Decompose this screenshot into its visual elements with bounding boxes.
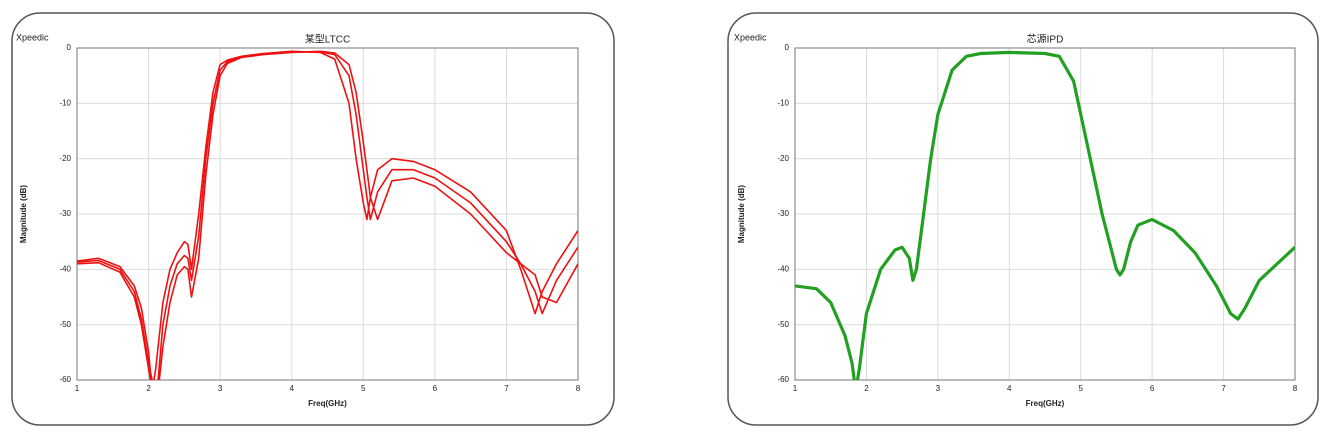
- y-tick-label: -20: [59, 154, 71, 163]
- y-tick-label: -60: [777, 375, 789, 384]
- x-tick-label: 5: [361, 384, 366, 393]
- y-axis-label: Magnitude (dB): [19, 185, 28, 244]
- x-tick-label: 6: [433, 384, 438, 393]
- panel: [11, 12, 615, 426]
- x-tick-label: 7: [504, 384, 509, 393]
- x-axis-label: Freq(GHz): [1026, 399, 1065, 408]
- x-axis-label: Freq(GHz): [308, 399, 347, 408]
- x-tick-label: 4: [1007, 384, 1012, 393]
- y-tick-label: 0: [67, 43, 72, 52]
- y-tick-label: -10: [777, 98, 789, 107]
- y-tick-label: -30: [59, 209, 71, 218]
- y-tick-label: -50: [59, 320, 71, 329]
- line-series: [795, 50, 1295, 380]
- x-tick-label: 1: [75, 384, 80, 393]
- brand-label: Xpeedic: [734, 32, 767, 42]
- x-tick-label: 2: [864, 384, 869, 393]
- brand-label: Xpeedic: [16, 32, 49, 42]
- line-series: [77, 50, 578, 380]
- x-tick-label: 3: [218, 384, 223, 393]
- x-tick-label: 4: [289, 384, 294, 393]
- y-tick-label: -40: [777, 264, 789, 273]
- y-axis-label: Magnitude (dB): [737, 185, 746, 244]
- chart-title: 某型LTCC: [305, 33, 350, 46]
- x-tick-label: 2: [146, 384, 151, 393]
- x-tick-label: 1: [793, 384, 798, 393]
- x-tick-label: 6: [1150, 384, 1155, 393]
- x-tick-label: 3: [936, 384, 941, 393]
- x-tick-label: 5: [1078, 384, 1083, 393]
- y-tick-label: 0: [785, 43, 790, 52]
- plot-frame: [794, 47, 1296, 381]
- plot-frame: [76, 47, 579, 381]
- y-tick-label: -60: [59, 375, 71, 384]
- y-tick-label: -20: [777, 154, 789, 163]
- chart-title: 芯源IPD: [1027, 33, 1064, 46]
- x-tick-label: 7: [1221, 384, 1226, 393]
- y-tick-label: -30: [777, 209, 789, 218]
- panel: [727, 12, 1319, 426]
- x-tick-label: 8: [576, 384, 581, 393]
- y-tick-label: -50: [777, 320, 789, 329]
- x-tick-label: 8: [1293, 384, 1298, 393]
- y-tick-label: -40: [59, 264, 71, 273]
- y-tick-label: -10: [59, 98, 71, 107]
